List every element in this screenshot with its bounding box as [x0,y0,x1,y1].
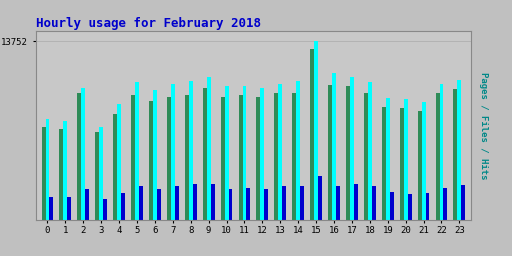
Bar [292,93,296,220]
Bar [282,186,286,220]
Bar [243,86,246,220]
Bar [257,97,261,220]
Bar [189,81,193,220]
Bar [103,199,107,220]
Bar [436,93,439,220]
Y-axis label: Pages / Files / Hits: Pages / Files / Hits [479,72,488,179]
Bar [210,184,215,220]
Bar [350,77,354,220]
Text: Hourly usage for February 2018: Hourly usage for February 2018 [36,17,261,29]
Bar [68,197,71,220]
Bar [246,188,250,220]
Bar [403,99,408,220]
Bar [421,102,425,220]
Bar [153,90,157,220]
Bar [135,82,139,220]
Bar [368,82,372,220]
Bar [157,189,161,220]
Bar [332,73,336,220]
Bar [207,77,210,220]
Bar [175,186,179,220]
Bar [439,84,443,220]
Bar [264,189,268,220]
Bar [113,114,117,220]
Bar [46,119,50,220]
Bar [167,97,171,220]
Bar [149,101,153,220]
Bar [418,111,421,220]
Bar [443,188,447,220]
Bar [454,89,457,220]
Bar [386,98,390,220]
Bar [95,132,99,220]
Bar [117,104,121,220]
Bar [400,108,403,220]
Bar [225,86,228,220]
Bar [131,95,135,220]
Bar [221,97,225,220]
Bar [185,95,189,220]
Bar [425,193,430,220]
Bar [50,197,53,220]
Bar [382,107,386,220]
Bar [300,186,304,220]
Bar [139,186,143,220]
Bar [279,84,282,220]
Bar [63,121,68,220]
Bar [228,189,232,220]
Bar [336,186,340,220]
Bar [81,88,86,220]
Bar [239,95,243,220]
Bar [372,186,376,220]
Bar [310,49,314,220]
Bar [59,129,63,220]
Bar [41,126,46,220]
Bar [296,81,300,220]
Bar [203,88,207,220]
Bar [461,185,465,220]
Bar [171,84,175,220]
Bar [346,86,350,220]
Bar [390,191,394,220]
Bar [193,184,197,220]
Bar [328,85,332,220]
Bar [364,93,368,220]
Bar [408,194,412,220]
Bar [121,193,125,220]
Bar [86,189,89,220]
Bar [318,176,322,220]
Bar [77,93,81,220]
Bar [354,184,358,220]
Bar [261,88,264,220]
Bar [457,80,461,220]
Bar [274,93,279,220]
Bar [314,41,318,220]
Bar [99,126,103,220]
